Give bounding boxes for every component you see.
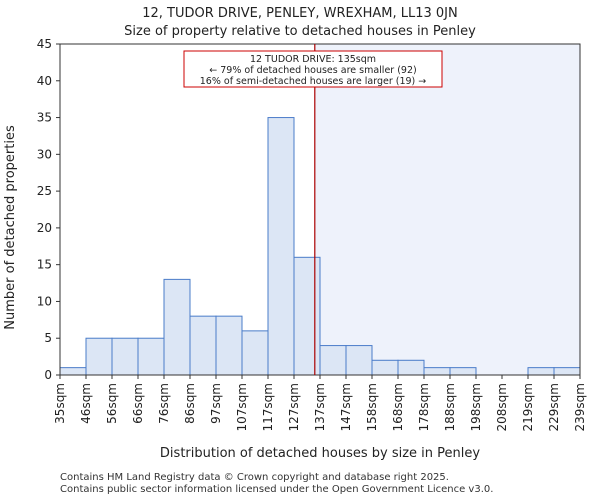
bar-147sqm — [345, 345, 373, 376]
x-axis-label: Distribution of detached houses by size … — [160, 446, 480, 461]
bar-219sqm — [527, 367, 555, 376]
x-tick-label: 219sqm — [521, 383, 535, 431]
x-tick-label: 208sqm — [495, 383, 509, 431]
x-tick-label: 86sqm — [183, 383, 197, 424]
x-tick-label: 76sqm — [157, 383, 171, 424]
chart-title-line2: Size of property relative to detached ho… — [124, 24, 476, 39]
x-tick-label: 56sqm — [105, 383, 119, 424]
x-tick-label: 168sqm — [391, 383, 405, 431]
x-tick-label: 239sqm — [573, 383, 587, 431]
x-tick-label: 198sqm — [469, 383, 483, 431]
larger-region-shade — [314, 44, 580, 375]
bar-86sqm — [189, 315, 217, 376]
y-tick-label: 0 — [44, 368, 52, 382]
x-tick-label: 35sqm — [53, 383, 67, 424]
bar-56sqm — [111, 337, 139, 376]
chart-title-line1: 12, TUDOR DRIVE, PENLEY, WREXHAM, LL13 0… — [142, 6, 458, 21]
annotation-line2: ← 79% of detached houses are smaller (92… — [209, 65, 416, 76]
bar-178sqm — [423, 367, 451, 376]
bar-229sqm — [553, 367, 581, 376]
footer-line1: Contains HM Land Registry data © Crown c… — [60, 472, 449, 483]
bar-168sqm — [397, 359, 425, 376]
bar-97sqm — [215, 315, 243, 376]
y-tick-label: 20 — [37, 221, 52, 235]
bar-117sqm — [267, 117, 295, 376]
annotation-box — [183, 50, 443, 88]
y-tick-label: 25 — [37, 184, 52, 198]
y-tick-label: 30 — [37, 147, 52, 161]
bar-66sqm — [137, 337, 165, 376]
y-tick-label: 15 — [37, 258, 52, 272]
x-tick-label: 178sqm — [417, 383, 431, 431]
bar-107sqm — [241, 330, 269, 376]
x-tick-label: 117sqm — [261, 383, 275, 431]
x-tick-label: 137sqm — [313, 383, 327, 431]
bar-188sqm — [449, 367, 477, 376]
x-tick-label: 97sqm — [209, 383, 223, 424]
bar-76sqm — [163, 278, 191, 376]
y-tick-label: 45 — [37, 37, 52, 51]
x-tick-label: 158sqm — [365, 383, 379, 431]
annotation-line3: 16% of semi-detached houses are larger (… — [200, 76, 427, 87]
x-tick-label: 107sqm — [235, 383, 249, 431]
y-tick-label: 5 — [44, 331, 52, 345]
y-tick-label: 10 — [37, 294, 52, 308]
bar-158sqm — [371, 359, 399, 376]
x-tick-label: 188sqm — [443, 383, 457, 431]
bar-127sqm — [293, 256, 321, 376]
footer-line2: Contains public sector information licen… — [60, 484, 494, 495]
bar-137sqm — [319, 345, 347, 376]
x-tick-label: 66sqm — [131, 383, 145, 424]
y-tick-label: 35 — [37, 111, 52, 125]
bar-46sqm — [85, 337, 113, 376]
y-tick-label: 40 — [37, 74, 52, 88]
y-axis-label: Number of detached properties — [3, 125, 18, 330]
bar-35sqm — [59, 367, 87, 376]
x-tick-label: 46sqm — [79, 383, 93, 424]
x-tick-label: 229sqm — [547, 383, 561, 431]
x-tick-label: 127sqm — [287, 383, 301, 431]
x-tick-label: 147sqm — [339, 383, 353, 431]
annotation-line1: 12 TUDOR DRIVE: 135sqm — [250, 54, 376, 65]
